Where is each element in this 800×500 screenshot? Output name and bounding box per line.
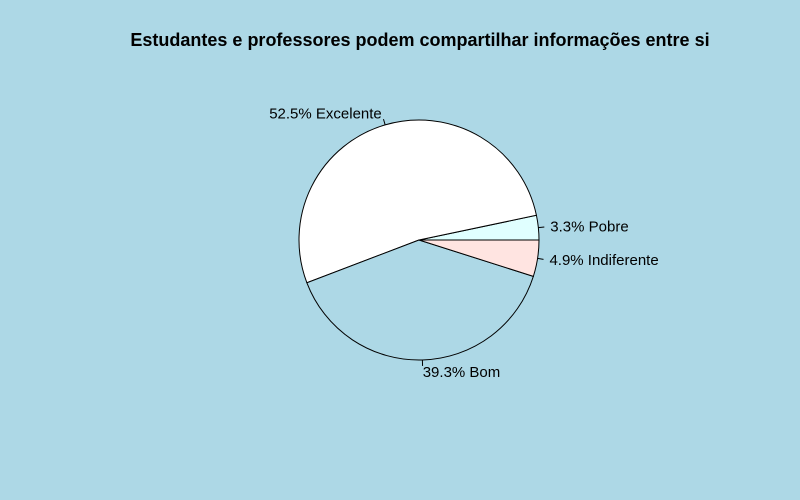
pie-label-pobre: 3.3% Pobre: [550, 218, 628, 235]
pie-tick-pobre: [538, 226, 545, 229]
chart-title: Estudantes e professores podem compartil…: [130, 30, 710, 50]
pie-slice-bom: [306, 239, 534, 361]
pie-label-bom: 39.3% Bom: [423, 364, 501, 381]
pie-label-excelente: 52.5% Excelente: [269, 105, 382, 122]
pie-slice-indiferente: [418, 239, 540, 277]
pie-tick-indiferente: [537, 257, 544, 260]
pie-tick-excelente: [382, 118, 386, 126]
pie-label-indiferente: 4.9% Indiferente: [549, 252, 658, 269]
